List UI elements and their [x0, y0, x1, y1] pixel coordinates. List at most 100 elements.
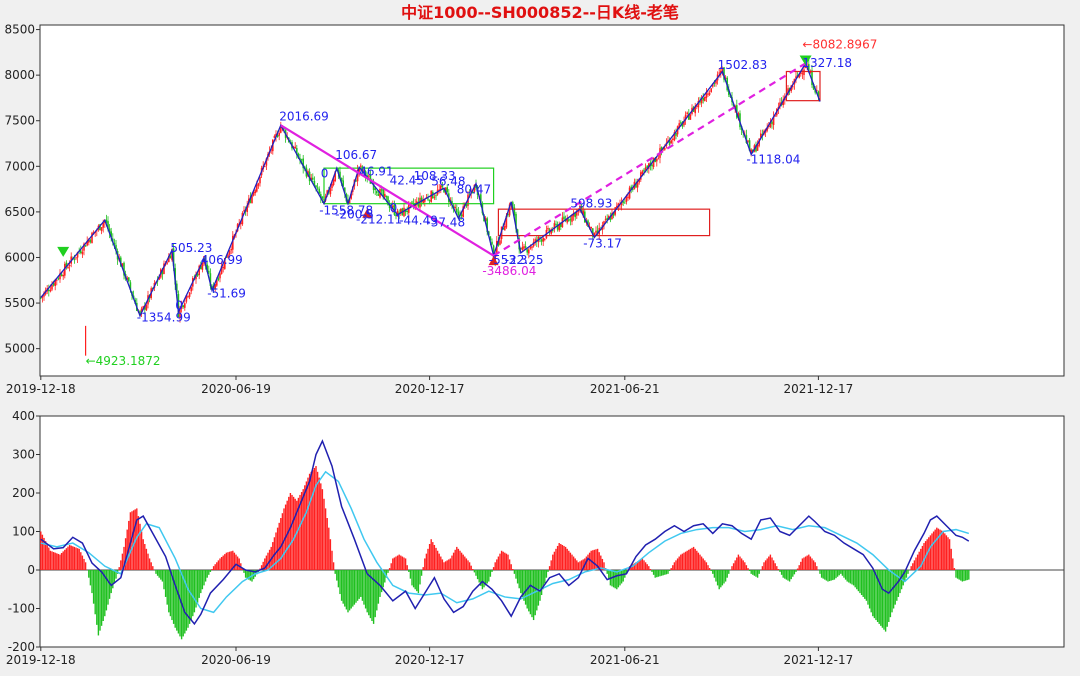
candle-body: [256, 184, 258, 192]
candle-body: [584, 211, 586, 223]
macd-y-tick-label: 300: [12, 448, 35, 462]
candle-body: [800, 71, 802, 74]
sell-signal-marker: [362, 208, 373, 218]
candle-body: [808, 64, 810, 73]
candle-body: [526, 249, 528, 253]
candle-body: [462, 206, 464, 218]
candle-body: [184, 303, 186, 308]
candle-body: [252, 191, 255, 196]
dif-line: [40, 439, 970, 626]
candle-body: [190, 287, 192, 292]
candle-body: [123, 262, 125, 276]
candle-body: [622, 201, 624, 203]
candle-body: [220, 265, 223, 275]
candle-body: [590, 226, 592, 229]
candle-body: [86, 241, 88, 246]
value-label: 106.67: [335, 148, 377, 162]
candle-body: [249, 197, 252, 203]
candle-body: [582, 210, 584, 215]
candle-body: [704, 96, 706, 102]
candle-body: [502, 227, 504, 230]
candle-body: [491, 241, 493, 245]
candle-body: [60, 274, 63, 277]
value-label: 1502.83: [718, 58, 768, 72]
candle-body: [712, 83, 714, 87]
value-label: -3486.04: [482, 264, 536, 278]
candle-body: [126, 277, 128, 280]
value-label: 56.48: [431, 174, 465, 188]
candle-body: [144, 305, 146, 310]
candle-body: [697, 100, 700, 108]
candle-body: [782, 99, 784, 106]
macd-y-tick-label: 400: [12, 409, 35, 423]
candle-body: [638, 178, 640, 183]
candle-body: [707, 93, 709, 95]
value-label: -1118.04: [746, 153, 800, 167]
value-label: -73.17: [583, 236, 622, 250]
candle-body: [297, 153, 300, 158]
candle-body: [553, 223, 556, 230]
candle-body: [300, 159, 303, 161]
candle-body: [620, 202, 623, 206]
value-label: 2016.69: [279, 110, 329, 124]
candle-body: [54, 279, 56, 287]
candle-body: [617, 203, 620, 207]
candle-body: [57, 278, 60, 280]
candle-body: [363, 169, 365, 172]
candle-body: [636, 182, 639, 188]
candle-body: [675, 132, 677, 136]
candle-body: [392, 205, 394, 208]
candle-body: [382, 188, 384, 197]
candle-body: [273, 135, 276, 138]
value-label: 406.99: [201, 253, 243, 267]
candle-body: [715, 79, 717, 84]
candle-body: [304, 166, 306, 168]
candle-body: [644, 167, 647, 170]
candle-body: [440, 185, 442, 191]
candle-body: [99, 224, 101, 231]
candle-body: [67, 267, 69, 269]
candle-body: [56, 279, 58, 281]
candle-body: [424, 199, 426, 202]
candle-body: [312, 177, 314, 180]
candle-body: [672, 138, 674, 140]
candle-body: [49, 289, 52, 292]
value-label: 80.47: [457, 183, 491, 197]
candle-body: [310, 177, 312, 181]
candle-body: [209, 273, 212, 286]
candle-body: [504, 226, 506, 231]
price-x-tick-label: 2019-12-18: [6, 382, 76, 396]
candle-body: [419, 197, 421, 208]
candle-body: [488, 231, 490, 235]
candle-body: [411, 201, 413, 203]
candle-body: [355, 180, 357, 182]
candle-body: [206, 264, 208, 272]
candle-body: [724, 77, 727, 79]
chart-title: 中证1000--SH000852--日K线-老笔: [401, 3, 679, 22]
candle-body: [222, 267, 224, 269]
candle-body: [374, 188, 376, 191]
candle-body: [340, 177, 343, 182]
candle-body: [494, 253, 496, 261]
candle-body: [556, 224, 559, 230]
candle-body: [612, 211, 615, 216]
value-label: 598.93: [570, 196, 612, 210]
macd-x-tick-label: 2020-12-17: [395, 653, 465, 667]
candle-body: [804, 65, 807, 68]
candle-body: [688, 113, 690, 120]
value-label: -22.25: [505, 253, 544, 267]
candle-body: [668, 141, 671, 145]
candle-body: [62, 275, 64, 277]
candle-body: [372, 183, 375, 190]
candle-body: [368, 175, 370, 177]
candle-body: [748, 140, 751, 151]
candle-body: [568, 219, 570, 221]
price-x-tick-label: 2020-06-19: [201, 382, 271, 396]
candle-body: [643, 169, 645, 172]
candle-body: [200, 265, 202, 270]
candle-body: [240, 222, 242, 225]
candle-body: [512, 202, 514, 209]
macd-x-tick-label: 2021-06-21: [590, 653, 660, 667]
candle-body: [670, 140, 672, 144]
candle-body: [550, 229, 552, 234]
